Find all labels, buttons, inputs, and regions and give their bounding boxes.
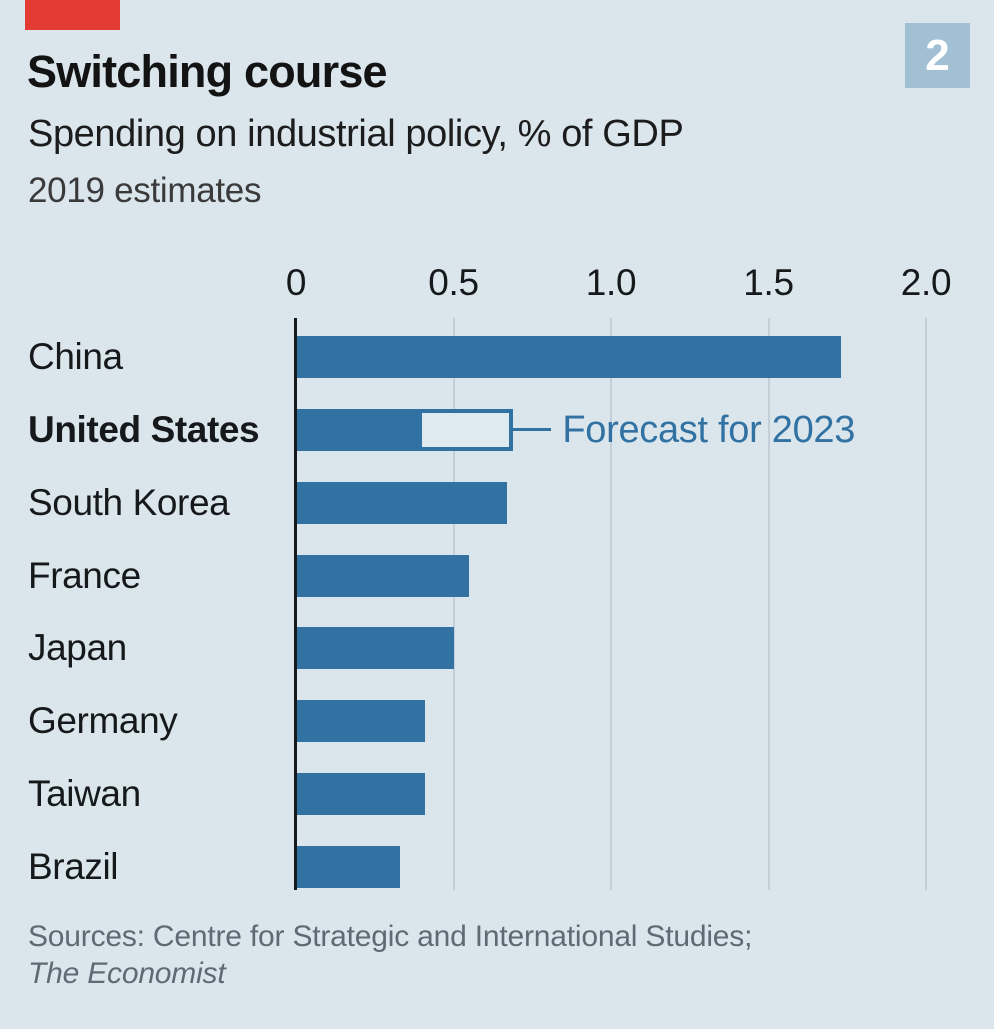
- chart-title: Switching course: [27, 46, 388, 97]
- x-tick-label-2.0: 2.0: [900, 262, 952, 303]
- figure-number: 2: [925, 30, 950, 80]
- bar-brazil: [297, 846, 400, 889]
- country-label-brazil: Brazil: [28, 846, 119, 888]
- figure-number-badge: 2: [905, 23, 970, 88]
- gridline-0.5: [452, 318, 455, 890]
- x-tick-label-1.5: 1.5: [743, 262, 794, 303]
- x-tick-label-0.5: 0.5: [428, 262, 479, 303]
- country-label-south-korea: South Korea: [28, 481, 230, 523]
- country-label-china: China: [28, 336, 123, 377]
- x-tick-label-1.0: 1.0: [585, 262, 637, 303]
- source-attribution: Sources: Centre for Strategic and Intern…: [28, 918, 752, 992]
- bar-taiwan: [297, 773, 426, 816]
- country-label-united-states: United States: [28, 408, 260, 450]
- gridline-1.0: [610, 318, 612, 890]
- country-label-japan: Japan: [28, 627, 127, 669]
- bar-japan: [297, 627, 454, 670]
- forecast-label: Forecast for 2023: [562, 408, 856, 451]
- bar-france: [297, 554, 470, 597]
- brand-slug-mark: [25, 0, 120, 30]
- gridline-1.5: [767, 318, 770, 890]
- forecast-connector-line: [513, 428, 552, 432]
- x-tick-label-0: 0: [285, 262, 307, 303]
- economist-credit: The Economist: [28, 957, 226, 990]
- gridline-2.0: [925, 318, 927, 890]
- sources-text: Sources: Centre for Strategic and Intern…: [28, 920, 753, 953]
- y-axis-baseline: [294, 318, 297, 890]
- bar-south-korea: [297, 481, 508, 524]
- country-label-germany: Germany: [28, 700, 178, 742]
- bar-germany: [297, 700, 426, 743]
- chart-note: 2019 estimates: [28, 171, 262, 210]
- country-label-taiwan: Taiwan: [28, 773, 141, 815]
- bar-united-states: [297, 408, 419, 451]
- forecast-box: [417, 408, 514, 451]
- country-label-france: France: [28, 554, 141, 596]
- chart-subtitle: Spending on industrial policy, % of GDP: [28, 113, 684, 155]
- bar-china: [297, 336, 841, 378]
